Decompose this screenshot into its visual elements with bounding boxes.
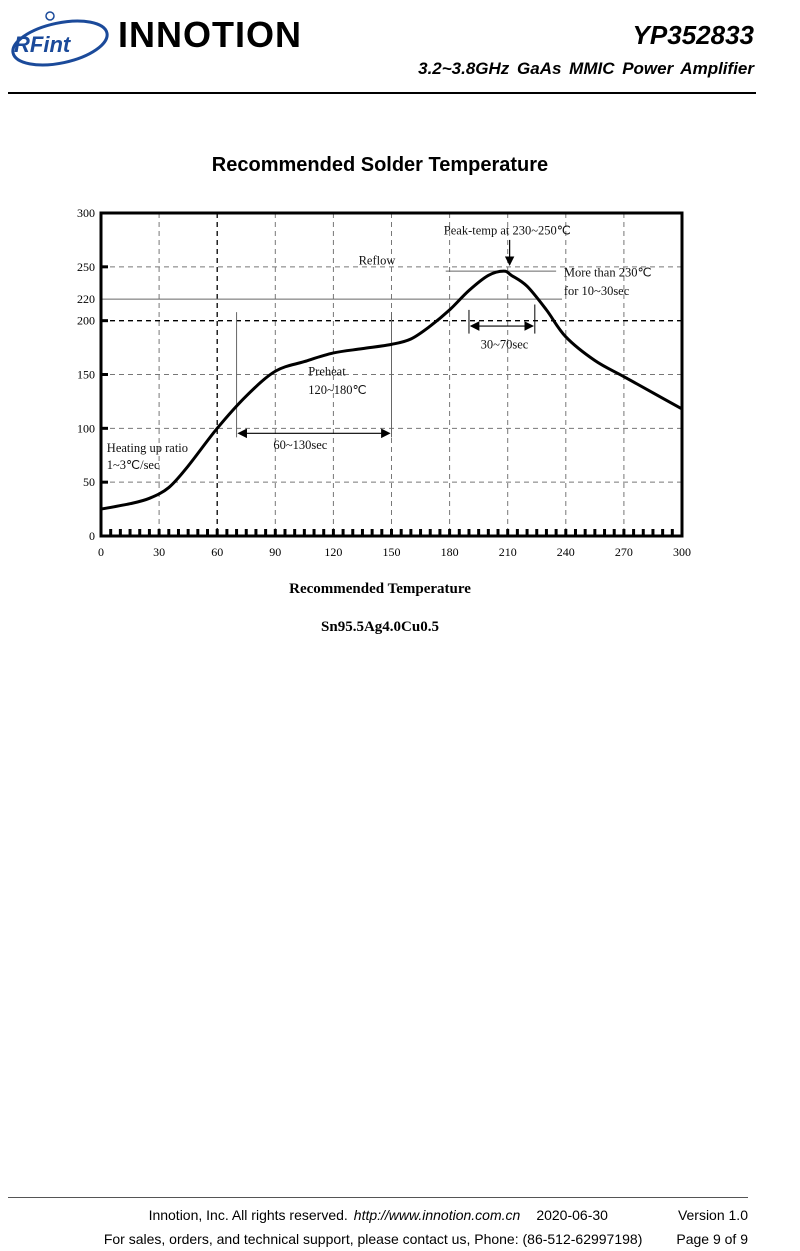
x-tick-label: 270 bbox=[615, 545, 633, 559]
annotations: Peak-temp at 230~250℃ Reflow More than 230… bbox=[107, 224, 652, 473]
x-tick-label: 240 bbox=[557, 545, 575, 559]
logo-text: RFint bbox=[14, 32, 72, 57]
annotation-arrows bbox=[237, 239, 535, 439]
y-tick-label: 300 bbox=[77, 206, 95, 220]
y-tick-label: 220 bbox=[77, 292, 95, 306]
header-divider bbox=[8, 92, 756, 94]
x-tick-label: 300 bbox=[673, 545, 691, 559]
x-tick-label: 60 bbox=[211, 545, 223, 559]
x-tick-label: 150 bbox=[383, 545, 401, 559]
section-title: Recommended Solder Temperature bbox=[211, 154, 549, 176]
caption-alloy: Sn95.5Ag4.0Cu0.5 bbox=[321, 619, 439, 635]
x-tick-label: 210 bbox=[499, 545, 517, 559]
y-tick-label: 150 bbox=[77, 368, 95, 382]
brand-name: INNOTION bbox=[118, 14, 302, 55]
anno-reflow: Reflow bbox=[359, 254, 396, 268]
anno-preheat: Preheat bbox=[308, 365, 346, 379]
y-tick-label: 50 bbox=[83, 475, 95, 489]
x-tick-label: 0 bbox=[98, 545, 104, 559]
part-number: YP352833 bbox=[632, 20, 754, 50]
footer-version: Version 1.0 bbox=[677, 1207, 748, 1223]
anno-more-than: More than 230℃ bbox=[564, 266, 652, 280]
y-tick-label: 100 bbox=[77, 421, 95, 435]
y-tick-label: 0 bbox=[89, 529, 95, 543]
footer-company: Innotion, Inc. All rights reserved. bbox=[148, 1207, 348, 1223]
footer-url[interactable]: http://www.innotion.com.cn bbox=[353, 1207, 521, 1223]
footer-contact: For sales, orders, and technical support… bbox=[103, 1231, 643, 1247]
x-tick-label: 30 bbox=[153, 545, 165, 559]
footer-line-2: For sales, orders, and technical support… bbox=[0, 1231, 748, 1247]
caption-title: Recommended Temperature bbox=[289, 581, 471, 597]
footer-date: 2020-06-30 bbox=[536, 1207, 608, 1223]
anno-60-130sec: 60~130sec bbox=[273, 438, 327, 452]
rfint-logo: RFint bbox=[11, 11, 109, 67]
temperature-profile-line bbox=[100, 269, 683, 511]
footer-line-1: Innotion, Inc. All rights reserved. http… bbox=[0, 1207, 748, 1223]
anno-preheat-range: 120~180℃ bbox=[308, 383, 366, 397]
footer-divider bbox=[8, 1197, 748, 1198]
x-tick-label: 120 bbox=[324, 545, 342, 559]
anno-peak-temp: Peak-temp at 230~250℃ bbox=[444, 224, 571, 238]
y-tick-labels: 0 50 100 150 200 220 250 300 bbox=[77, 206, 95, 543]
anno-heating-rate: 1~3℃/sec bbox=[107, 458, 160, 472]
anno-30-70sec: 30~70sec bbox=[481, 338, 529, 352]
solder-profile-chart: 0 30 60 90 120 150 180 210 240 270 300 0 50 100 150 20… bbox=[77, 206, 691, 559]
footer-page: Page 9 of 9 bbox=[676, 1231, 748, 1247]
product-subtitle: 3.2~3.8GHz GaAs MMIC Power Amplifier bbox=[418, 59, 754, 78]
x-tick-labels: 0 30 60 90 120 150 180 210 240 270 300 bbox=[98, 545, 691, 559]
x-tick-label: 90 bbox=[269, 545, 281, 559]
y-tick-label: 250 bbox=[77, 260, 95, 274]
axis-tick-marks bbox=[101, 265, 674, 536]
anno-duration: for 10~30sec bbox=[564, 284, 630, 298]
x-tick-label: 180 bbox=[441, 545, 459, 559]
y-tick-label: 200 bbox=[77, 314, 95, 328]
anno-heating-ratio: Heating up ratio bbox=[107, 441, 188, 455]
